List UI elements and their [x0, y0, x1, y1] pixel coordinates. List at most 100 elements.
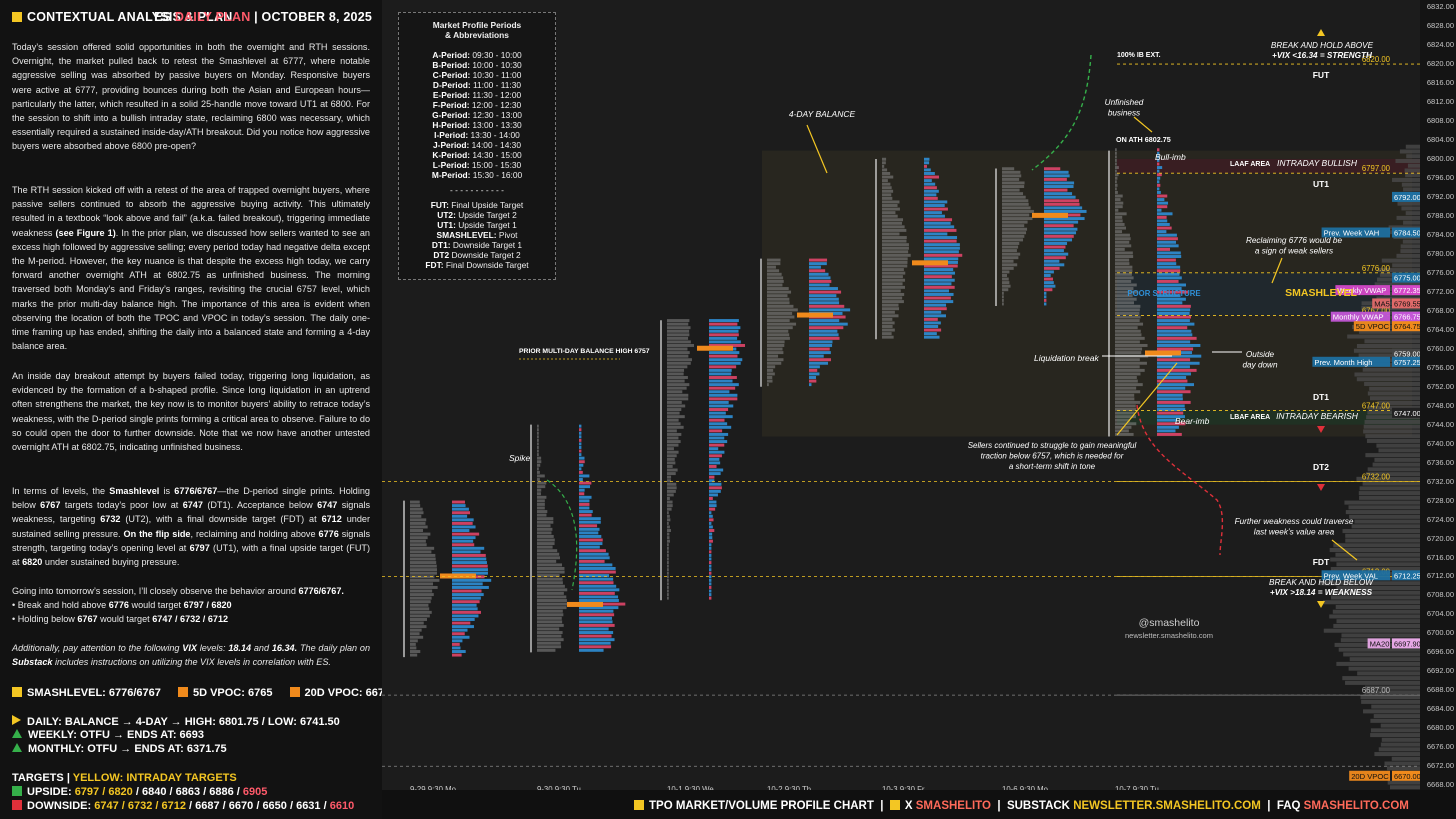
volume-bar — [709, 457, 720, 461]
volume-profile-bar — [1374, 282, 1420, 287]
tpo-letters — [410, 593, 434, 597]
volume-bar — [709, 536, 713, 540]
volume-bar — [1157, 223, 1170, 226]
tpo-letters — [537, 442, 539, 446]
volume-profile-bar — [1349, 657, 1420, 662]
volume-bar — [1044, 284, 1056, 288]
price-tag-name-bg — [1312, 356, 1390, 367]
volume-profile-bar — [1356, 377, 1420, 382]
tpo-letters — [410, 625, 427, 629]
volume-bar — [1157, 429, 1176, 433]
poc-marker — [567, 601, 603, 607]
volume-bar — [1044, 220, 1079, 224]
volume-profile-bar — [1358, 491, 1420, 496]
bullet-2: • Holding below 6767 would target 6747 /… — [12, 614, 229, 624]
volume-profile-bar — [1391, 756, 1420, 761]
volume-profile-bar — [1370, 728, 1420, 733]
lbaf-zone — [1117, 410, 1420, 425]
volume-bar — [452, 600, 480, 604]
volume-bar — [809, 379, 817, 383]
targets-title: TARGETS | YELLOW: INTRADAY TARGETS — [12, 772, 237, 784]
watermark-handle: @smashelito — [1139, 617, 1200, 629]
volume-bar — [924, 314, 946, 318]
tpo-letters — [1115, 322, 1144, 326]
volume-bar — [709, 475, 715, 479]
price-tag-value: 6764.75 — [1394, 322, 1420, 331]
ath-label: ON ATH 6802.75 — [1116, 135, 1171, 144]
volume-bar — [924, 189, 939, 193]
tpo-letters — [1115, 265, 1133, 269]
volume-bar — [709, 543, 712, 547]
upside-targets: UPSIDE: 6797 / 6820 / 6840 / 6863 / 6886… — [12, 786, 267, 798]
volume-bar — [579, 570, 616, 574]
volume-bar — [452, 625, 474, 629]
volume-bar — [452, 642, 460, 646]
tpo-letters — [1115, 376, 1137, 379]
tpo-letters — [882, 260, 908, 264]
tpo-letters — [1115, 166, 1119, 170]
x-axis-label: 9-30 9:30 Tu — [537, 785, 581, 790]
volume-bar — [1157, 358, 1191, 362]
volume-profile-bar — [1345, 510, 1420, 515]
volume-bar — [1157, 258, 1176, 262]
tpo-letters — [667, 326, 691, 330]
volume-bar — [579, 467, 582, 471]
volume-bar — [809, 258, 828, 262]
volume-bar — [579, 513, 592, 517]
volume-profile-bar — [1341, 633, 1420, 638]
volume-bar — [809, 322, 848, 326]
tpo-letters — [667, 571, 669, 575]
tpo-letters — [1115, 365, 1140, 369]
tpo-letters — [410, 514, 422, 518]
volume-bar — [1044, 302, 1047, 306]
volume-bar — [1044, 238, 1073, 242]
volume-bar — [1157, 230, 1167, 234]
volume-bar — [709, 497, 713, 500]
price-tick: 6712.00 — [1426, 571, 1454, 581]
legend-period-11: L-Period: 15:00 - 15:30 — [432, 160, 522, 170]
volume-bar — [709, 489, 721, 493]
volume-bar — [452, 539, 474, 543]
volume-bar — [1157, 372, 1191, 376]
tpo-letters — [767, 290, 792, 294]
tpo-letters — [537, 463, 541, 467]
price-tag-value: 6697.90 — [1394, 639, 1420, 648]
poc-marker — [912, 260, 948, 266]
tpo-letters — [1115, 212, 1127, 216]
tpo-letters — [667, 568, 669, 572]
tpo-letters — [537, 470, 540, 474]
tpo-letters — [410, 635, 424, 639]
volume-bar — [1044, 249, 1064, 253]
tpo-letters — [667, 482, 677, 486]
tpo-letters — [537, 648, 556, 652]
volume-bar — [1157, 279, 1179, 283]
volume-bar — [579, 428, 582, 432]
volume-bar — [709, 532, 713, 536]
volume-bar — [579, 574, 610, 578]
tpo-letters — [410, 589, 433, 593]
tpo-letters — [667, 550, 669, 554]
volume-profile-bar — [1364, 690, 1420, 695]
tpo-letters — [410, 600, 431, 604]
volume-profile-bar — [1404, 168, 1420, 173]
tpo-letters — [667, 383, 690, 387]
volume-bar — [709, 443, 725, 447]
break-down-vix: +VIX >18.14 = WEAKNESS — [1270, 588, 1373, 597]
tpo-letters — [537, 527, 553, 531]
bear-imb-label: Bear-imb — [1175, 416, 1210, 426]
tpo-letters — [667, 408, 682, 412]
volume-profile-bar — [1369, 386, 1420, 391]
volume-bar — [709, 482, 722, 486]
tpo-letters — [767, 297, 790, 301]
volume-bar — [452, 525, 476, 529]
volume-bar — [709, 500, 717, 504]
tpo-letters — [882, 221, 902, 225]
panel-header: CONTEXTUAL ANALYSIS & PLAN ES DAILY PLAN… — [12, 10, 372, 28]
volume-bar — [924, 310, 942, 314]
tpo-letters — [767, 326, 793, 330]
volume-bar — [452, 632, 465, 636]
tpo-letters — [667, 514, 670, 518]
tpo-letters — [1115, 383, 1143, 387]
volume-bar — [709, 589, 712, 593]
level-value-label: 6747.00 — [1362, 401, 1391, 410]
